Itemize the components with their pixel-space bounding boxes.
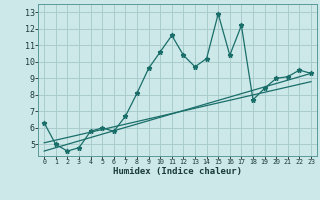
X-axis label: Humidex (Indice chaleur): Humidex (Indice chaleur) [113,167,242,176]
